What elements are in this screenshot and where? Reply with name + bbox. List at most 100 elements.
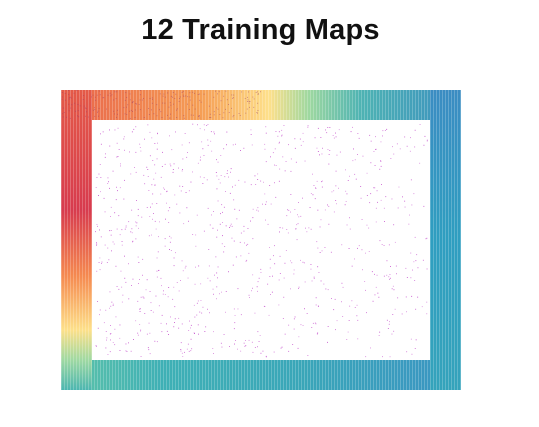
sample-point bbox=[207, 139, 209, 141]
sample-point bbox=[106, 262, 108, 263]
border-speckle bbox=[159, 93, 161, 95]
border-speckle bbox=[110, 95, 112, 97]
sample-point bbox=[250, 184, 252, 186]
sample-point bbox=[348, 248, 350, 249]
sample-point bbox=[408, 223, 410, 225]
sample-point bbox=[240, 314, 242, 316]
sample-point bbox=[346, 193, 348, 195]
sample-point bbox=[385, 196, 387, 198]
border-speckle bbox=[103, 97, 105, 99]
sample-point bbox=[164, 294, 166, 295]
sample-point bbox=[250, 134, 252, 135]
sample-point bbox=[161, 166, 163, 167]
sample-point bbox=[123, 198, 125, 200]
sample-point bbox=[105, 331, 107, 332]
sample-point bbox=[339, 151, 341, 153]
sample-point bbox=[131, 232, 133, 234]
sample-point bbox=[382, 356, 383, 358]
sample-point bbox=[240, 232, 242, 234]
border-speckle bbox=[159, 109, 160, 111]
border-speckle bbox=[209, 113, 211, 115]
border-speckle bbox=[217, 93, 218, 95]
border-speckle bbox=[222, 117, 224, 119]
sample-point bbox=[135, 171, 137, 173]
border-speckle bbox=[257, 102, 259, 104]
sample-point bbox=[182, 270, 184, 272]
border-speckle bbox=[98, 107, 100, 109]
sample-point bbox=[96, 177, 98, 178]
sample-point bbox=[222, 235, 223, 237]
sample-point bbox=[230, 171, 231, 173]
sample-point bbox=[117, 127, 119, 129]
sample-point bbox=[320, 219, 322, 221]
sample-point bbox=[137, 334, 139, 336]
sample-point bbox=[380, 141, 382, 143]
sample-point bbox=[120, 163, 121, 165]
border-speckle bbox=[256, 112, 258, 113]
sample-point bbox=[121, 286, 123, 288]
sample-point bbox=[331, 191, 333, 193]
sample-point bbox=[371, 271, 373, 273]
sample-point bbox=[235, 143, 236, 145]
sample-point bbox=[159, 221, 160, 223]
sample-point bbox=[257, 346, 258, 348]
sample-point bbox=[426, 268, 428, 270]
sample-point bbox=[345, 190, 347, 192]
border-speckle bbox=[233, 94, 235, 96]
border-speckle bbox=[84, 107, 86, 109]
sample-point bbox=[155, 295, 157, 297]
border-speckle bbox=[161, 117, 163, 118]
sample-point bbox=[96, 244, 97, 246]
border-speckle bbox=[203, 93, 205, 95]
sample-point bbox=[354, 307, 356, 308]
border-speckle bbox=[170, 104, 172, 106]
sample-point bbox=[202, 148, 204, 150]
sample-point bbox=[164, 238, 166, 240]
sample-point bbox=[394, 308, 396, 310]
sample-point bbox=[148, 349, 150, 351]
sample-point bbox=[102, 131, 104, 133]
sample-point bbox=[217, 229, 218, 231]
sample-point bbox=[342, 316, 344, 317]
sample-point bbox=[117, 190, 118, 192]
sample-point bbox=[106, 339, 107, 341]
sample-point bbox=[169, 241, 171, 243]
sample-point bbox=[369, 202, 371, 204]
sample-point bbox=[193, 332, 195, 334]
sample-point bbox=[184, 133, 186, 134]
sample-point bbox=[379, 168, 381, 170]
sample-point bbox=[114, 328, 116, 330]
sample-point bbox=[169, 135, 170, 137]
border-speckle bbox=[231, 107, 232, 109]
sample-point bbox=[322, 147, 323, 149]
sample-point bbox=[204, 331, 206, 332]
border-speckle bbox=[73, 92, 75, 94]
sample-point bbox=[372, 300, 374, 302]
border-speckle bbox=[163, 93, 165, 95]
sample-point bbox=[181, 352, 183, 354]
sample-point bbox=[202, 306, 204, 308]
sample-point bbox=[190, 181, 192, 183]
sample-point bbox=[130, 173, 132, 175]
sample-point bbox=[179, 212, 181, 214]
sample-point bbox=[302, 261, 304, 263]
border-speckle bbox=[231, 94, 233, 96]
sample-point bbox=[362, 269, 363, 271]
sample-point bbox=[156, 158, 158, 160]
sample-point bbox=[147, 176, 149, 177]
sample-point bbox=[317, 151, 319, 152]
border-speckle bbox=[92, 94, 94, 96]
sample-point bbox=[383, 275, 385, 277]
sample-point bbox=[142, 258, 144, 260]
sample-point bbox=[99, 314, 100, 316]
sample-point bbox=[386, 128, 388, 130]
sample-point bbox=[162, 293, 164, 295]
sample-point bbox=[290, 194, 292, 195]
sample-point bbox=[243, 230, 245, 232]
sample-point bbox=[108, 259, 110, 261]
sample-point bbox=[212, 288, 214, 290]
border-speckle bbox=[182, 94, 184, 96]
border-speckle bbox=[64, 93, 66, 94]
sample-point bbox=[315, 187, 317, 189]
border-speckle bbox=[134, 117, 136, 118]
